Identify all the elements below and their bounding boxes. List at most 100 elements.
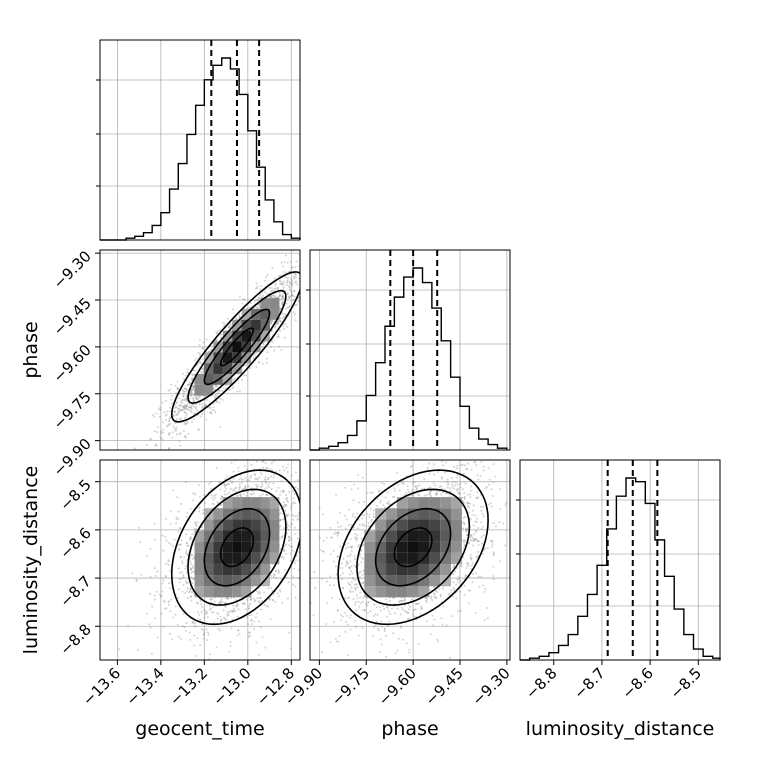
scatter-point — [199, 396, 201, 399]
scatter-point — [207, 631, 209, 634]
scatter-point — [185, 404, 188, 407]
scatter-point — [295, 303, 298, 306]
scatter-point — [191, 582, 194, 585]
density-cell — [213, 363, 223, 374]
scatter-point — [161, 401, 164, 404]
scatter-point — [214, 395, 217, 398]
scatter-point — [279, 307, 282, 310]
scatter-point — [263, 291, 266, 294]
scatter-point — [213, 396, 216, 399]
scatter-point — [223, 324, 225, 327]
density-cell — [241, 341, 252, 353]
scatter-point — [202, 347, 205, 350]
scatter-point — [191, 621, 194, 624]
scatter-point — [288, 285, 291, 288]
scatter-point — [149, 592, 152, 595]
scatter-point — [178, 404, 181, 407]
scatter-point — [288, 286, 291, 289]
scatter-point — [238, 316, 241, 318]
scatter-point — [184, 387, 187, 390]
scatter-point — [286, 471, 289, 473]
scatter-point — [281, 317, 284, 320]
scatter-point — [182, 406, 184, 409]
scatter-point — [262, 466, 265, 469]
scatter-point — [189, 560, 191, 563]
scatter-point — [198, 352, 201, 355]
scatter-point — [192, 398, 195, 401]
scatter-point — [170, 383, 173, 386]
scatter-point — [178, 397, 181, 400]
scatter-point — [179, 400, 182, 403]
scatter-point — [188, 631, 191, 634]
scatter-point — [257, 297, 260, 300]
scatter-point — [176, 418, 178, 421]
scatter-point — [268, 296, 271, 298]
scatter-point — [185, 397, 188, 400]
scatter-point — [265, 361, 268, 364]
scatter-point — [494, 475, 497, 478]
scatter-point — [352, 499, 355, 502]
scatter-point — [291, 266, 294, 269]
scatter-point — [178, 407, 181, 410]
scatter-point — [282, 325, 285, 328]
scatter-point — [245, 494, 248, 497]
scatter-point — [318, 506, 321, 509]
scatter-point — [290, 279, 293, 282]
scatter-point — [191, 554, 194, 557]
scatter-point — [293, 567, 296, 570]
scatter-point — [175, 406, 178, 409]
scatter-point — [154, 575, 157, 578]
scatter-point — [183, 410, 186, 413]
scatter-point — [155, 443, 157, 446]
scatter-point — [216, 332, 219, 335]
scatter-point — [455, 454, 457, 456]
scatter-point — [162, 579, 165, 582]
scatter-point — [258, 361, 261, 364]
scatter-point — [184, 422, 187, 425]
scatter-point — [308, 478, 310, 480]
scatter-point — [282, 297, 285, 300]
scatter-point — [289, 295, 292, 298]
scatter-point — [145, 612, 148, 615]
scatter-point — [168, 569, 171, 572]
scatter-point — [180, 404, 183, 407]
scatter-point — [188, 406, 191, 409]
scatter-point — [291, 293, 294, 296]
scatter-point — [251, 586, 254, 589]
scatter-point — [273, 349, 276, 352]
scatter-point — [230, 461, 233, 464]
scatter-point — [208, 406, 211, 409]
scatter-point — [294, 319, 297, 322]
scatter-point — [220, 495, 223, 498]
scatter-point — [182, 395, 185, 398]
scatter-point — [198, 361, 201, 364]
scatter-point — [255, 287, 258, 290]
contour-line — [187, 289, 287, 404]
scatter-point — [268, 296, 271, 299]
scatter-point — [189, 406, 192, 409]
scatter-point — [282, 271, 285, 273]
density-cell — [260, 298, 270, 309]
scatter-point — [170, 398, 173, 401]
scatter-point — [279, 307, 282, 310]
scatter-point — [237, 629, 240, 632]
scatter-point — [487, 503, 490, 506]
scatter-point — [283, 260, 286, 263]
density-cell — [232, 363, 242, 374]
panel-content — [100, 460, 310, 660]
scatter-point — [249, 367, 251, 370]
scatter-point — [303, 285, 305, 287]
scatter-point — [181, 389, 184, 391]
scatter-point — [289, 647, 292, 650]
scatter-point — [482, 553, 484, 555]
scatter-point — [303, 460, 305, 462]
scatter-point — [199, 415, 202, 418]
scatter-point — [179, 527, 182, 530]
scatter-point — [190, 406, 193, 409]
density-cell — [194, 384, 204, 396]
scatter-point — [193, 634, 196, 637]
scatter-point — [276, 321, 279, 324]
scatter-point — [346, 654, 349, 657]
scatter-point — [315, 245, 317, 247]
scatter-point — [352, 513, 354, 515]
